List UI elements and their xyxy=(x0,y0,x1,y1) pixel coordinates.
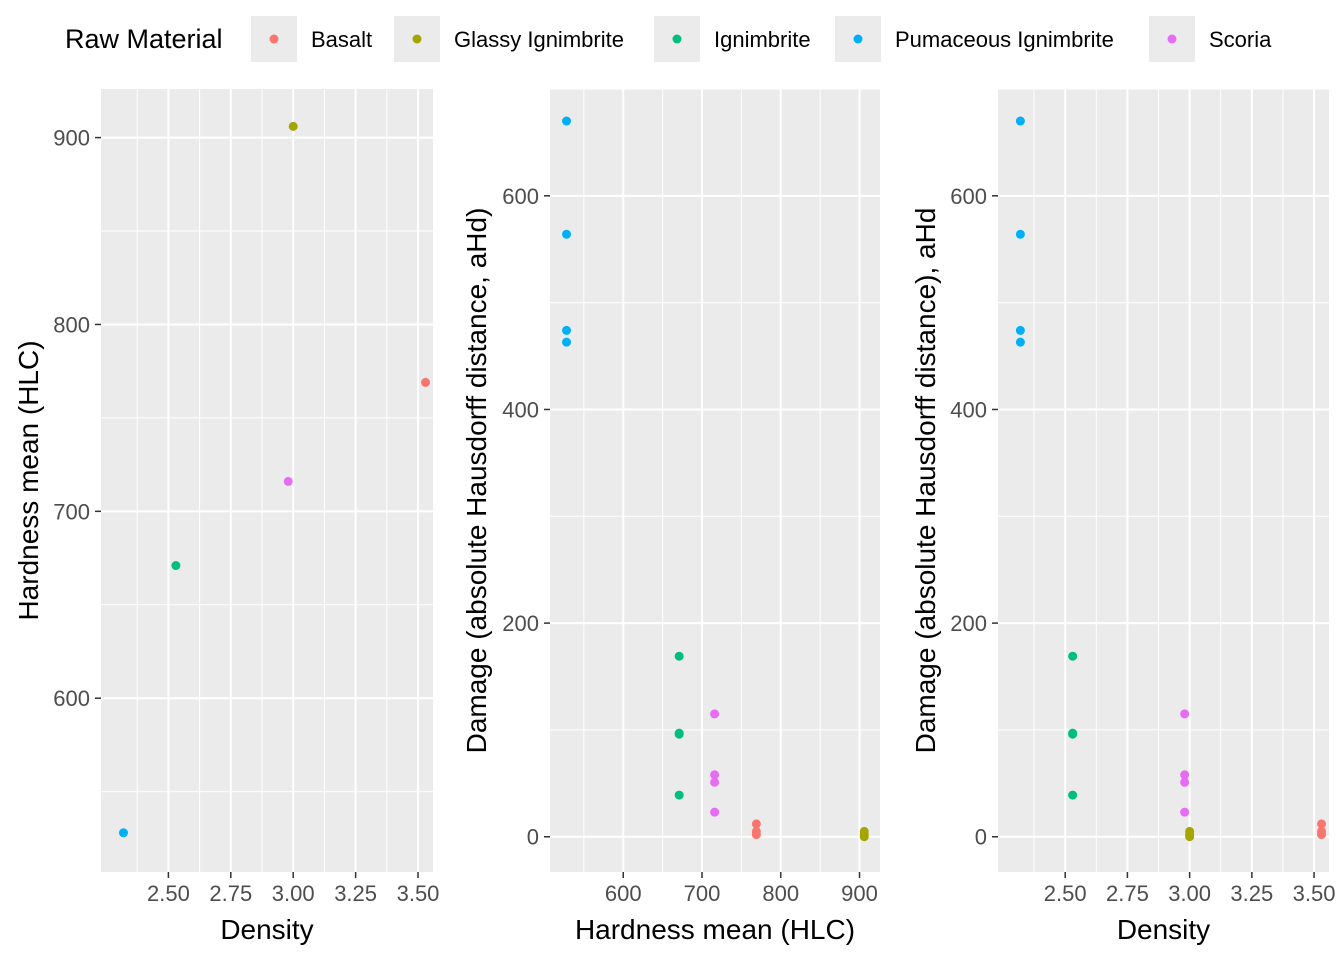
data-point-pumaceous-ignimbrite xyxy=(1015,337,1025,347)
data-point-pumaceous-ignimbrite xyxy=(562,116,572,126)
data-point-basalt xyxy=(1317,830,1327,840)
y-tick-label: 700 xyxy=(53,499,90,524)
legend: Raw Material Basalt Glassy Ignimbrite Ignim… xyxy=(65,16,1272,62)
legend-item-ignimbrite: Ignimbrite xyxy=(654,16,811,62)
y-tick-label: 200 xyxy=(950,611,987,636)
legend-key-dot xyxy=(672,34,682,44)
panel-background xyxy=(101,89,433,872)
y-axis-title: Damage (absolute Hausdorff distance), aH… xyxy=(910,208,941,754)
y-tick-label: 0 xyxy=(975,825,987,850)
data-point-glassy-ignimbrite xyxy=(288,121,298,131)
panel-3: 2.50 2.75 3.00 3.25 3.50 0 200 400 600 Density Dam… xyxy=(910,88,1336,945)
y-tick-label: 900 xyxy=(53,126,90,151)
data-point-ignimbrite xyxy=(1068,729,1078,739)
panels: 2.50 2.75 3.00 3.25 3.50 600 700 800 900 Density H… xyxy=(13,88,1336,945)
data-point-scoria xyxy=(710,770,720,780)
legend-label: Pumaceous Ignimbrite xyxy=(895,27,1114,52)
data-point-scoria xyxy=(710,777,720,787)
legend-item-basalt: Basalt xyxy=(251,16,372,62)
x-tick-label: 3.25 xyxy=(1230,881,1273,906)
data-point-basalt xyxy=(751,830,761,840)
data-point-glassy-ignimbrite xyxy=(859,832,869,842)
y-tick-label: 600 xyxy=(53,686,90,711)
data-point-ignimbrite xyxy=(674,729,684,739)
y-tick-label: 600 xyxy=(950,184,987,209)
legend-label: Basalt xyxy=(311,27,372,52)
data-point-pumaceous-ignimbrite xyxy=(1015,325,1025,335)
panel-background xyxy=(550,89,880,872)
data-point-ignimbrite xyxy=(1068,790,1078,800)
y-tick-label: 200 xyxy=(502,611,539,636)
data-point-scoria xyxy=(1180,807,1190,817)
legend-key-dot xyxy=(269,34,279,44)
x-tick-label: 3.50 xyxy=(397,881,440,906)
x-tick-label: 2.75 xyxy=(1106,881,1149,906)
legend-label: Scoria xyxy=(1209,27,1272,52)
data-point-pumaceous-ignimbrite xyxy=(118,828,128,838)
data-point-pumaceous-ignimbrite xyxy=(1015,116,1025,126)
x-axis-title: Density xyxy=(220,914,313,945)
legend-item-pumaceous-ignimbrite: Pumaceous Ignimbrite xyxy=(835,16,1114,62)
x-tick-label: 3.00 xyxy=(272,881,315,906)
data-point-glassy-ignimbrite xyxy=(1185,832,1195,842)
data-point-basalt xyxy=(1317,819,1327,829)
x-tick-label: 2.50 xyxy=(147,881,190,906)
panel-2: 600 700 800 900 0 200 400 600 Hardness mean (HLC… xyxy=(461,88,880,945)
x-tick-label: 600 xyxy=(605,881,642,906)
data-point-scoria xyxy=(710,807,720,817)
x-tick-label: 800 xyxy=(762,881,799,906)
legend-key-dot xyxy=(853,34,863,44)
y-axis-title: Hardness mean (HLC) xyxy=(13,340,44,620)
data-point-ignimbrite xyxy=(674,790,684,800)
panel-1: 2.50 2.75 3.00 3.25 3.50 600 700 800 900 Density H… xyxy=(13,89,439,945)
data-point-basalt xyxy=(421,377,431,387)
x-tick-label: 3.50 xyxy=(1293,881,1336,906)
data-point-scoria xyxy=(1180,777,1190,787)
y-tick-label: 400 xyxy=(502,397,539,422)
data-point-scoria xyxy=(710,709,720,719)
legend-key-dot xyxy=(412,34,422,44)
data-point-scoria xyxy=(1180,709,1190,719)
x-axis-title: Density xyxy=(1117,914,1210,945)
y-tick-label: 400 xyxy=(950,397,987,422)
y-tick-label: 0 xyxy=(527,825,539,850)
legend-key-dot xyxy=(1167,34,1177,44)
data-point-ignimbrite xyxy=(1068,651,1078,661)
y-axis-title: Damage (absolute Hausdorff distance, aHd… xyxy=(461,208,492,754)
y-tick-label: 800 xyxy=(53,312,90,337)
data-point-ignimbrite xyxy=(171,561,181,571)
data-point-pumaceous-ignimbrite xyxy=(562,229,572,239)
legend-title: Raw Material xyxy=(65,24,223,54)
data-point-basalt xyxy=(751,819,761,829)
data-point-scoria xyxy=(283,476,293,486)
legend-label: Glassy Ignimbrite xyxy=(454,27,624,52)
data-point-ignimbrite xyxy=(674,651,684,661)
x-tick-label: 3.00 xyxy=(1168,881,1211,906)
x-tick-label: 900 xyxy=(841,881,878,906)
legend-label: Ignimbrite xyxy=(714,27,811,52)
panel-background xyxy=(998,89,1329,872)
legend-item-scoria: Scoria xyxy=(1149,16,1272,62)
x-axis-title: Hardness mean (HLC) xyxy=(575,914,855,945)
x-tick-label: 2.50 xyxy=(1044,881,1087,906)
data-point-pumaceous-ignimbrite xyxy=(562,325,572,335)
x-tick-label: 3.25 xyxy=(334,881,377,906)
y-tick-label: 600 xyxy=(502,184,539,209)
x-tick-label: 2.75 xyxy=(209,881,252,906)
data-point-pumaceous-ignimbrite xyxy=(562,337,572,347)
legend-item-glassy-ignimbrite: Glassy Ignimbrite xyxy=(394,16,624,62)
data-point-scoria xyxy=(1180,770,1190,780)
x-tick-label: 700 xyxy=(684,881,721,906)
data-point-pumaceous-ignimbrite xyxy=(1015,229,1025,239)
